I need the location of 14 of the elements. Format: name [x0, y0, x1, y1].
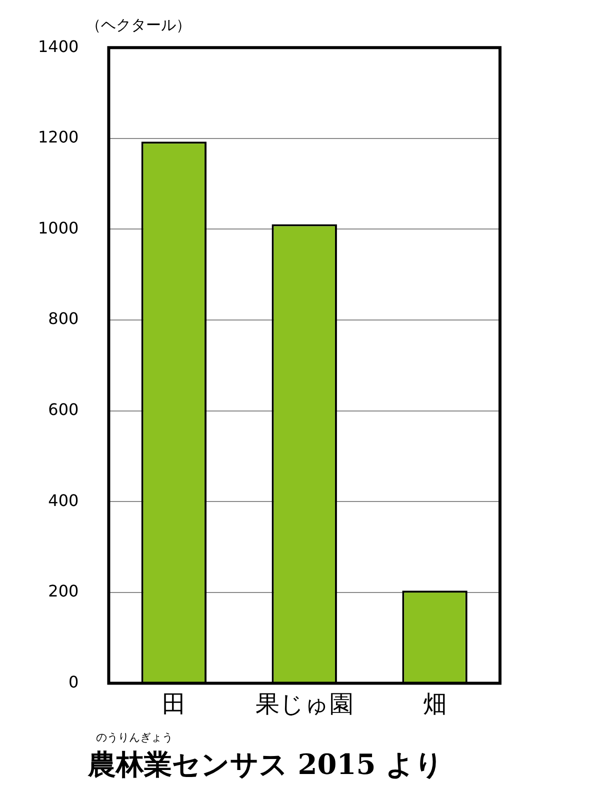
y-tick-label: 800: [48, 309, 79, 328]
y-tick-label: 0: [68, 672, 79, 692]
y-tick-label: 200: [48, 582, 79, 601]
text: のうりんぎょう: [96, 730, 173, 745]
text: 農林業センサス 2015 より: [88, 747, 444, 783]
y-tick-label: 600: [48, 400, 79, 419]
x-tick-label: 田: [162, 690, 186, 718]
x-tick-label: 果じゅ園: [255, 690, 354, 718]
y-tick-label: 1000: [38, 218, 79, 238]
y-tick-label: 1200: [38, 128, 79, 147]
y-tick-label: 1400: [38, 36, 79, 56]
y-axis-title: （ヘクタール）: [86, 16, 191, 34]
x-tick-label: 畑: [422, 690, 447, 718]
y-tick-label: 400: [48, 490, 79, 510]
